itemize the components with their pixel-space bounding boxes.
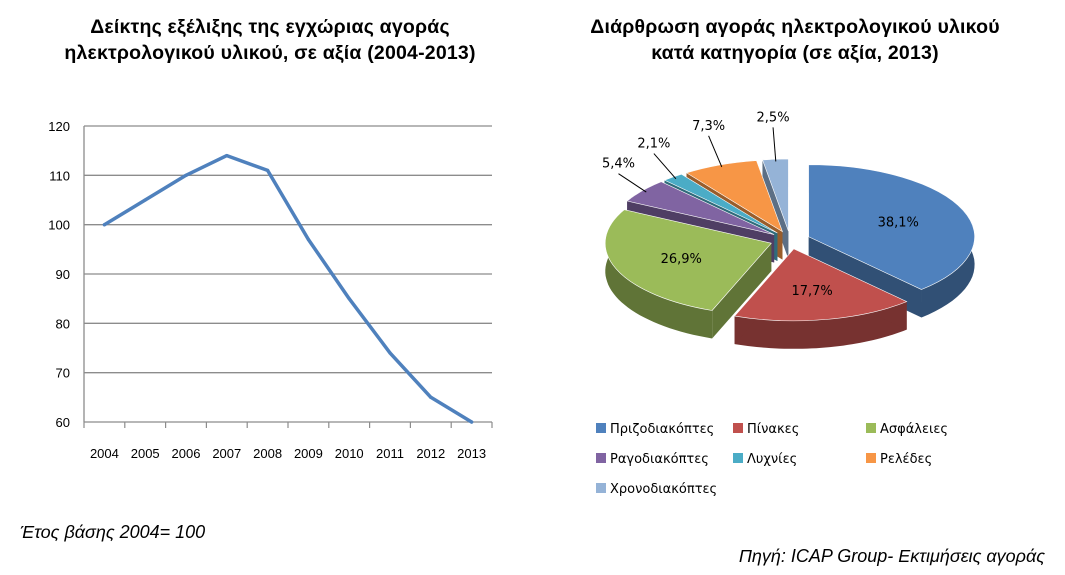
x-tick-label: 2010 xyxy=(335,446,364,461)
pie-label-leader-5 xyxy=(708,135,723,168)
pie-label-1: 17,7% xyxy=(791,284,832,299)
data-point xyxy=(306,237,310,242)
data-point xyxy=(470,420,474,424)
legend-swatch-4 xyxy=(733,453,743,463)
data-point xyxy=(225,154,229,158)
x-tick-label: 2012 xyxy=(416,446,445,461)
pie-slice-1 xyxy=(734,248,908,322)
y-tick-label: 90 xyxy=(56,267,70,282)
x-tick-label: 2005 xyxy=(131,446,160,461)
pie-chart-title-line-2: κατά κατηγορία (σε αξία, 2013) xyxy=(651,42,939,64)
pie-slice-2 xyxy=(604,209,772,311)
y-tick-label: 110 xyxy=(49,168,70,183)
legend-swatch-5 xyxy=(866,453,876,463)
pie-label-0: 38,1% xyxy=(878,215,919,230)
legend-label-3: Ραγοδιακόπτες xyxy=(610,452,709,467)
x-tick-label: 2013 xyxy=(457,446,486,461)
legend-label-2: Ασφάλειες xyxy=(880,422,948,437)
data-point xyxy=(388,351,392,355)
base-year-note: Έτος βάσης 2004= 100 xyxy=(20,522,206,542)
y-tick-label: 100 xyxy=(48,218,70,233)
legend-label-0: Πριζοδιακόπτες xyxy=(610,422,714,437)
pie-chart-title: Διάρθρωση αγοράς ηλεκτρολογικού υλικού κ… xyxy=(535,14,1055,66)
x-tick-label: 2004 xyxy=(90,446,119,461)
pie-slice-4 xyxy=(663,173,778,234)
y-tick-label: 80 xyxy=(56,316,70,331)
x-tick-label: 2007 xyxy=(212,446,241,461)
pie-label-2: 26,9% xyxy=(661,252,702,267)
data-point xyxy=(184,173,188,177)
x-tick-label: 2011 xyxy=(376,446,404,461)
pie-slice-side-1 xyxy=(734,301,907,349)
pie-slice-0 xyxy=(808,164,975,290)
line-chart-title-line-1: Δείκτης εξέλιξης της εγχώριας αγοράς xyxy=(90,16,450,38)
pie-label-4: 2,1% xyxy=(637,137,670,152)
data-point xyxy=(429,395,433,399)
pie-label-5: 7,3% xyxy=(692,119,725,134)
legend-swatch-3 xyxy=(596,453,606,463)
legend-label-1: Πίνακες xyxy=(747,422,799,437)
line-chart-title-line-2: ηλεκτρολογικού υλικού, σε αξία (2004-201… xyxy=(64,42,476,64)
line-chart-title: Δείκτης εξέλιξης της εγχώριας αγοράς ηλε… xyxy=(10,14,530,66)
legend-label-6: Χρονοδιακόπτες xyxy=(610,482,717,497)
data-point xyxy=(102,223,106,227)
x-tick-label: 2009 xyxy=(294,446,323,461)
legend-swatch-2 xyxy=(866,423,876,433)
y-tick-label: 60 xyxy=(56,415,70,430)
y-tick-label: 70 xyxy=(56,366,70,381)
series-line xyxy=(102,153,474,424)
y-tick-label: 120 xyxy=(48,119,70,134)
pie-label-6: 2,5% xyxy=(757,110,790,125)
data-point xyxy=(347,297,351,301)
pie-label-leader-4 xyxy=(653,153,677,180)
data-point xyxy=(143,198,147,202)
legend-swatch-0 xyxy=(596,423,606,433)
data-point xyxy=(266,168,270,172)
legend-swatch-1 xyxy=(733,423,743,433)
pie-label-3: 5,4% xyxy=(602,157,635,172)
legend-label-4: Λυχνίες xyxy=(747,452,797,467)
pie-chart-title-line-1: Διάρθρωση αγοράς ηλεκτρολογικού υλικού xyxy=(590,16,1000,38)
x-tick-label: 2008 xyxy=(253,446,282,461)
x-tick-label: 2006 xyxy=(172,446,201,461)
pie-slice-3 xyxy=(626,181,775,235)
pie-label-leader-3 xyxy=(618,173,647,193)
source-note: Πηγή: ICAP Group- Εκτιμήσεις αγοράς xyxy=(738,546,1045,566)
legend-swatch-6 xyxy=(596,483,606,493)
pie-slice-side-2 xyxy=(605,209,713,339)
legend-label-5: Ρελέδες xyxy=(880,452,932,467)
pie-slice-5 xyxy=(685,160,784,233)
pie-label-leader-6 xyxy=(772,127,777,162)
